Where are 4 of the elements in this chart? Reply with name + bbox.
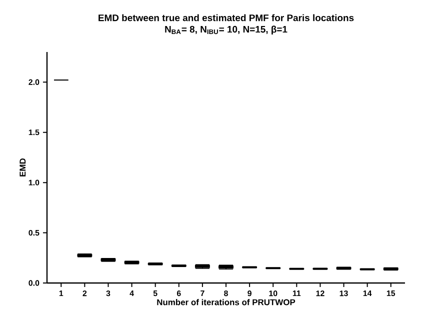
chart-subtitle: N$_{BA}$= 8, N$_{IBU}$= 10, N=15, β=1: [165, 26, 288, 35]
y-axis-title: EMD: [20, 158, 26, 176]
x-axis-title: Number of iterations of PRUTWOP: [157, 299, 296, 306]
chart-title: EMD between true and estimated PMF for Paris locations: [98, 14, 354, 22]
